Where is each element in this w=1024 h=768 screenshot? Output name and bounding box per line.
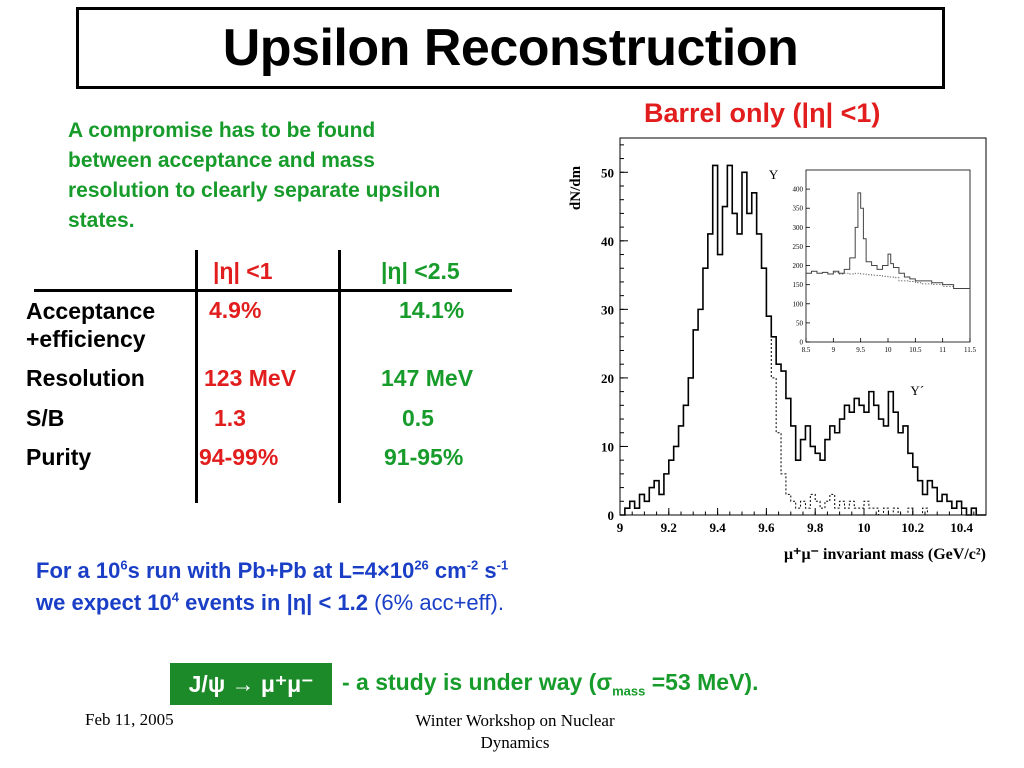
- footer-event-line-1: Winter Workshop on Nuclear: [415, 711, 615, 730]
- x-tick-label: 9.4: [709, 520, 726, 535]
- chart-heading: Barrel only (|η| <1): [644, 98, 881, 128]
- inset-x-tick-label: 11: [939, 346, 946, 354]
- statement-1d-sup: -1: [496, 557, 509, 573]
- inset-series-background: [806, 270, 971, 291]
- sb-eta-1: 1.3: [214, 405, 246, 431]
- y-tick-label: 20: [601, 371, 614, 386]
- statement-1b: s run with Pb+Pb at L=4×10: [127, 558, 415, 583]
- row-label-acceptance: Acceptance +efficiency: [26, 298, 156, 352]
- x-tick-label: 10: [858, 520, 871, 535]
- inset-y-tick-label: 250: [793, 243, 804, 251]
- purity-eta-1: 94-99%: [199, 444, 279, 470]
- statement-1a: For a 10: [36, 558, 121, 583]
- jpsi-label-box: J/ψ → μ⁺μ⁻: [170, 663, 332, 705]
- footer-event: Winter Workshop on Nuclear Dynamics: [380, 710, 650, 754]
- statement-2a-sup: 4: [171, 589, 179, 605]
- inset-y-tick-label: 350: [793, 205, 804, 213]
- x-tick-label: 10.4: [950, 520, 973, 535]
- jpsi-text-b: =53 MeV).: [645, 669, 759, 695]
- statement-1a-sup: 6: [120, 557, 128, 573]
- acceptance-eta-1: 4.9%: [209, 297, 262, 323]
- y-tick-label: 10: [601, 439, 614, 454]
- slide-title: Upsilon Reconstruction: [222, 19, 799, 77]
- x-tick-label: 9.8: [807, 520, 824, 535]
- title-box: Upsilon Reconstruction: [76, 7, 945, 89]
- statement-1b-sup: 26: [414, 557, 429, 573]
- x-tick-label: 9: [617, 520, 624, 535]
- y-tick-label: 0: [608, 508, 615, 523]
- statement-2c: (6% acc+eff).: [374, 590, 504, 615]
- inset-y-tick-label: 0: [800, 339, 804, 347]
- inset-y-tick-label: 200: [793, 262, 804, 270]
- statement-1c: cm: [428, 558, 467, 583]
- inset-plot: 8.5 9 9.5 10 10.5 11 11.5 0 50 100 150 200 250 300 350…: [793, 169, 976, 354]
- header-eta-1: |η| <1: [213, 258, 273, 284]
- table-divider-left: [195, 250, 198, 503]
- header-eta-2-5: |η| <2.5: [381, 258, 460, 284]
- jpsi-label: J/ψ → μ⁺μ⁻: [188, 670, 314, 697]
- inset-x-tick-label: 10: [885, 346, 893, 354]
- inset-y-tick-label: 50: [796, 319, 804, 327]
- table-divider-right: [338, 250, 341, 503]
- annotation-upsilon: Υ: [769, 167, 779, 182]
- statement-1d: s: [478, 558, 497, 583]
- resolution-eta-2-5: 147 MeV: [381, 365, 474, 391]
- footer-date: Feb 11, 2005: [85, 710, 174, 729]
- inset-y-tick-label: 400: [793, 186, 804, 194]
- x-tick-label: 10.2: [901, 520, 924, 535]
- inset-x-tick-label: 11.5: [964, 346, 976, 354]
- inset-y-tick-label: 300: [793, 224, 804, 232]
- footer-event-line-2: Dynamics: [480, 733, 550, 752]
- x-axis-label: μ⁺μ⁻ invariant mass (GeV/c²): [784, 546, 986, 563]
- statement-2b: events in |η| < 1.2: [178, 590, 375, 615]
- inset-x-tick-label: 9: [832, 346, 836, 354]
- jpsi-text-sub: mass: [612, 683, 646, 699]
- y-tick-label: 50: [601, 165, 614, 180]
- statement-line-1: For a 106s run with Pb+Pb at L=4×1026 cm…: [36, 558, 508, 584]
- y-tick-label: 40: [601, 234, 614, 249]
- row-label-purity: Purity: [26, 444, 92, 470]
- x-tick-label: 9.2: [661, 520, 677, 535]
- statement-1c-sup: -2: [466, 557, 479, 573]
- inset-y-tick-label: 150: [793, 281, 804, 289]
- inset-x-tick-label: 10.5: [909, 346, 922, 354]
- intro-paragraph: A compromise has to be found between acc…: [68, 119, 441, 232]
- table-header-rule: [34, 289, 512, 292]
- series-background: [620, 164, 986, 516]
- resolution-eta-1: 123 MeV: [204, 365, 297, 391]
- row-label-resolution: Resolution: [26, 365, 145, 391]
- jpsi-study-note: - a study is under way (σmass =53 MeV).: [342, 669, 759, 699]
- inset-y-tick-label: 100: [793, 300, 804, 308]
- jpsi-text-a: - a study is under way (σ: [342, 669, 613, 695]
- y-axis-label: dN/dm: [568, 165, 584, 210]
- annotation-upsilon-prime: Υ´: [910, 383, 924, 398]
- y-tick-label: 30: [601, 302, 614, 317]
- statement-2a: we expect 10: [36, 590, 172, 615]
- acceptance-eta-2-5: 14.1%: [399, 297, 465, 323]
- inset-x-tick-label: 9.5: [856, 346, 865, 354]
- sb-eta-2-5: 0.5: [402, 405, 434, 431]
- main-plot: 9 9.2 9.4 9.6 9.8 10 10.2 10.4 0 10 20 30 40 50 dN/dm μ…: [568, 137, 987, 563]
- statement-line-2: we expect 104 events in |η| < 1.2 (6% ac…: [36, 590, 504, 616]
- x-tick-label: 9.6: [758, 520, 775, 535]
- purity-eta-2-5: 91-95%: [384, 444, 464, 470]
- inset-x-tick-label: 8.5: [802, 346, 811, 354]
- row-label-sb: S/B: [26, 405, 65, 431]
- mass-histogram-chart: 9 9.2 9.4 9.6 9.8 10 10.2 10.4 0 10 20 30 40 50 dN/dm μ…: [568, 137, 987, 563]
